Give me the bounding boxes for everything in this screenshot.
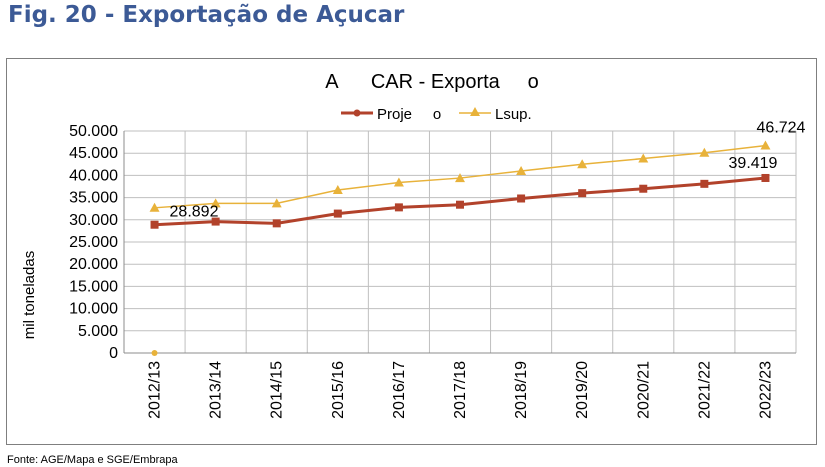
point-lsup [760, 140, 771, 150]
y-tick-label: 0 [109, 345, 118, 362]
y-tick-label: 20.000 [69, 256, 118, 273]
point-lsup [393, 177, 404, 187]
data-label: 28.892 [170, 204, 219, 221]
point-lsup [699, 147, 710, 157]
point-projecao [456, 200, 464, 209]
y-tick-label: 45.000 [69, 145, 118, 162]
x-tick-label: 2022/23 [757, 361, 774, 419]
x-tick-label: 2012/13 [147, 361, 164, 419]
data-label: 46.724 [757, 120, 806, 137]
point-projecao [700, 179, 709, 188]
point-lsup [516, 165, 527, 175]
chart-title: A CAR - Exporta o [325, 71, 538, 93]
series [149, 140, 771, 356]
axes: 0 5.000 10.000 15.000 20.000 25.000 30.000 35.0… [69, 123, 796, 419]
legend: Proje o Lsup. [341, 106, 532, 123]
point-projecao [150, 220, 159, 229]
point-projecao [578, 189, 587, 198]
point-lsup [577, 159, 588, 169]
point-projecao [211, 217, 220, 226]
y-tick-label: 50.000 [69, 123, 118, 140]
point-lsup [271, 198, 282, 208]
x-tick-label: 2019/20 [574, 361, 591, 419]
x-tick-label: 2013/14 [208, 361, 225, 419]
point-lsup [332, 185, 343, 195]
legend-label-projecao: Proje o [377, 106, 441, 123]
y-tick-label: 10.000 [69, 301, 118, 318]
x-tick-label: 2015/16 [330, 361, 347, 419]
legend-marker-lsup [470, 107, 480, 116]
point-lsup [149, 202, 160, 212]
point-lsup [455, 173, 465, 183]
point-lsup [210, 198, 221, 208]
x-tick-label: 2016/17 [391, 361, 408, 419]
line-chart: A CAR - Exporta o Proje o Lsup. mil tone… [21, 71, 806, 419]
legend-item-projecao: Proje o [341, 106, 441, 123]
point-lsup [151, 350, 158, 356]
y-tick-label: 15.000 [69, 278, 118, 295]
figure-title: Fig. 20 - Exportação de Açucar [8, 2, 405, 28]
legend-marker-projecao [353, 109, 361, 117]
y-axis-label: mil toneladas [21, 251, 38, 339]
point-projecao [272, 219, 281, 228]
x-tick-label: 2017/18 [452, 361, 469, 419]
x-tick-label: 2018/19 [513, 361, 530, 419]
data-label: 39.419 [729, 155, 778, 172]
y-tick-label: 25.000 [69, 234, 118, 251]
legend-item-lsup: Lsup. [459, 106, 532, 123]
x-tick-label: 2021/22 [696, 361, 713, 419]
x-tick-label: 2020/21 [635, 361, 652, 419]
point-lsup [638, 153, 649, 163]
y-tick-label: 35.000 [69, 190, 118, 207]
legend-label-lsup: Lsup. [495, 106, 532, 123]
point-projecao [639, 184, 648, 193]
point-projecao [517, 194, 526, 203]
chart-container: A CAR - Exporta o Proje o Lsup. mil tone… [6, 58, 817, 445]
grid [123, 130, 797, 354]
x-tick-label: 2014/15 [269, 361, 286, 419]
point-projecao [394, 203, 403, 212]
y-tick-label: 30.000 [69, 212, 118, 229]
data-labels: 28.892 39.419 46.724 [170, 120, 806, 221]
y-tick-label: 5.000 [78, 323, 118, 340]
source-note: Fonte: AGE/Mapa e SGE/Embrapa [7, 454, 178, 466]
point-projecao [761, 173, 770, 182]
y-tick-label: 40.000 [69, 167, 118, 184]
point-projecao [333, 209, 342, 218]
